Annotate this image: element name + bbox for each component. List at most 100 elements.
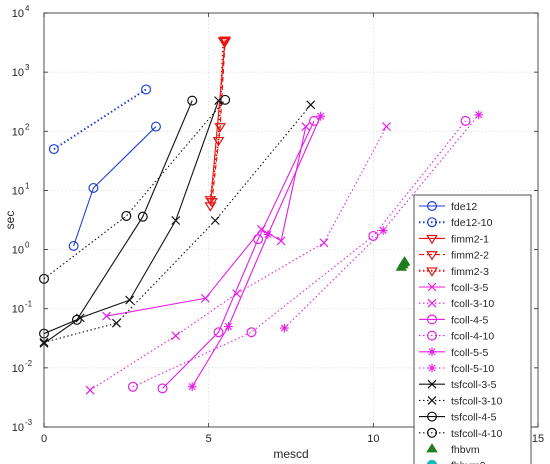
legend-entry: fcoll-5-10 [419,363,494,375]
y-tick-label: 10-1 [12,300,33,316]
legend-marker [427,427,438,438]
series-line [191,115,322,387]
legend-marker [427,330,438,341]
data-point [150,121,161,132]
data-point [276,236,286,246]
legend-label: fcoll-5-10 [451,363,494,375]
data-point [121,210,132,221]
data-point [48,144,59,155]
legend-label: fimm2-2 [451,250,489,262]
data-point [217,37,230,47]
series-line [162,120,315,389]
data-point [460,115,471,126]
data-point [85,385,95,395]
data-point [141,84,152,95]
series-line [43,100,220,344]
data-point [316,111,326,121]
data-point [319,238,329,248]
legend-label: fcoll-3-10 [451,298,494,310]
legend-marker [427,395,437,405]
data-point [171,331,181,341]
data-point [253,234,264,245]
legend-marker [426,267,438,277]
series-line [132,120,466,388]
data-point [306,100,316,110]
legend-marker [427,201,438,212]
series-fcoll-4-10 [127,115,471,392]
legend-marker [427,411,438,422]
series-line [73,126,157,247]
legend-label: fhbvm2 [451,460,486,464]
legend-entry: tsfcoll-4-5 [419,412,497,424]
legend-entry: fde12 [419,201,477,213]
legend-entry: tsfcoll-3-5 [419,379,497,391]
data-point [112,318,121,328]
series-fhbvm [395,256,411,271]
series-line [53,88,147,150]
legend-marker [426,251,438,261]
series-line [209,39,226,206]
legend-marker [427,282,437,292]
legend-entry: fcoll-3-5 [419,282,489,294]
series-fimm2-3 [204,37,230,206]
data-point [368,230,379,241]
data-point [187,382,197,392]
legend-marker [427,314,438,325]
data-point [382,122,391,132]
legend-entry: fcoll-4-5 [419,314,489,326]
y-axis-label: sec [3,211,17,230]
legend-entry: fcoll-3-10 [419,298,494,310]
legend-marker [426,443,438,453]
data-point [71,314,82,325]
legend-marker [427,379,437,389]
x-tick-label: 10 [367,433,379,445]
data-point [301,122,311,132]
y-tick-label: 104 [12,4,30,20]
legend-entry: fhbvm2 [426,459,486,464]
y-tick-label: 102 [12,122,30,138]
series-line [209,40,225,200]
data-point [219,36,232,46]
y-tick-label: 100 [12,241,30,257]
series-line [89,126,387,391]
series-tsfcoll-4-10 [38,94,231,284]
y-tick-label: 10-2 [12,359,33,375]
legend-entry: fhbvm [426,443,480,456]
legend-label: fhbvm [451,444,480,456]
data-point [212,136,225,147]
data-point [474,110,484,120]
data-point [125,295,135,305]
data-point [157,383,168,394]
series-fcoll-4-5 [157,115,320,394]
legend-entry: fimm2-2 [419,250,489,262]
data-point [210,216,220,225]
legend-label: fcoll-4-10 [451,331,494,343]
legend-marker [427,347,437,357]
y-tick-label: 101 [12,181,30,197]
series-line [43,104,312,343]
legend-entry: fimm2-1 [419,233,489,245]
legend-marker [426,459,438,464]
legend-marker [426,234,438,245]
data-point [213,327,224,338]
series-fcoll-5-5 [187,111,326,392]
x-tick-label: 15 [532,433,544,445]
data-point [137,211,148,222]
series-fcoll-5-10 [280,110,484,333]
legend-entry: fde12-10 [419,217,493,229]
data-point [68,240,79,251]
legend-label: fcoll-3-5 [451,282,489,294]
legend-entry: tsfcoll-3-10 [419,395,503,407]
x-tick-label: 0 [41,433,47,445]
axes-frame [43,12,539,428]
series-tsfcoll-4-5 [38,95,198,339]
legend-marker [427,217,438,228]
series-line [43,99,226,280]
legend-label: tsfcoll-4-5 [451,412,497,424]
legend-label: fde12-10 [451,217,493,229]
data-point [200,293,210,303]
series-tsfcoll-3-5 [39,96,223,348]
data-point [171,216,181,225]
data-point [398,256,411,266]
